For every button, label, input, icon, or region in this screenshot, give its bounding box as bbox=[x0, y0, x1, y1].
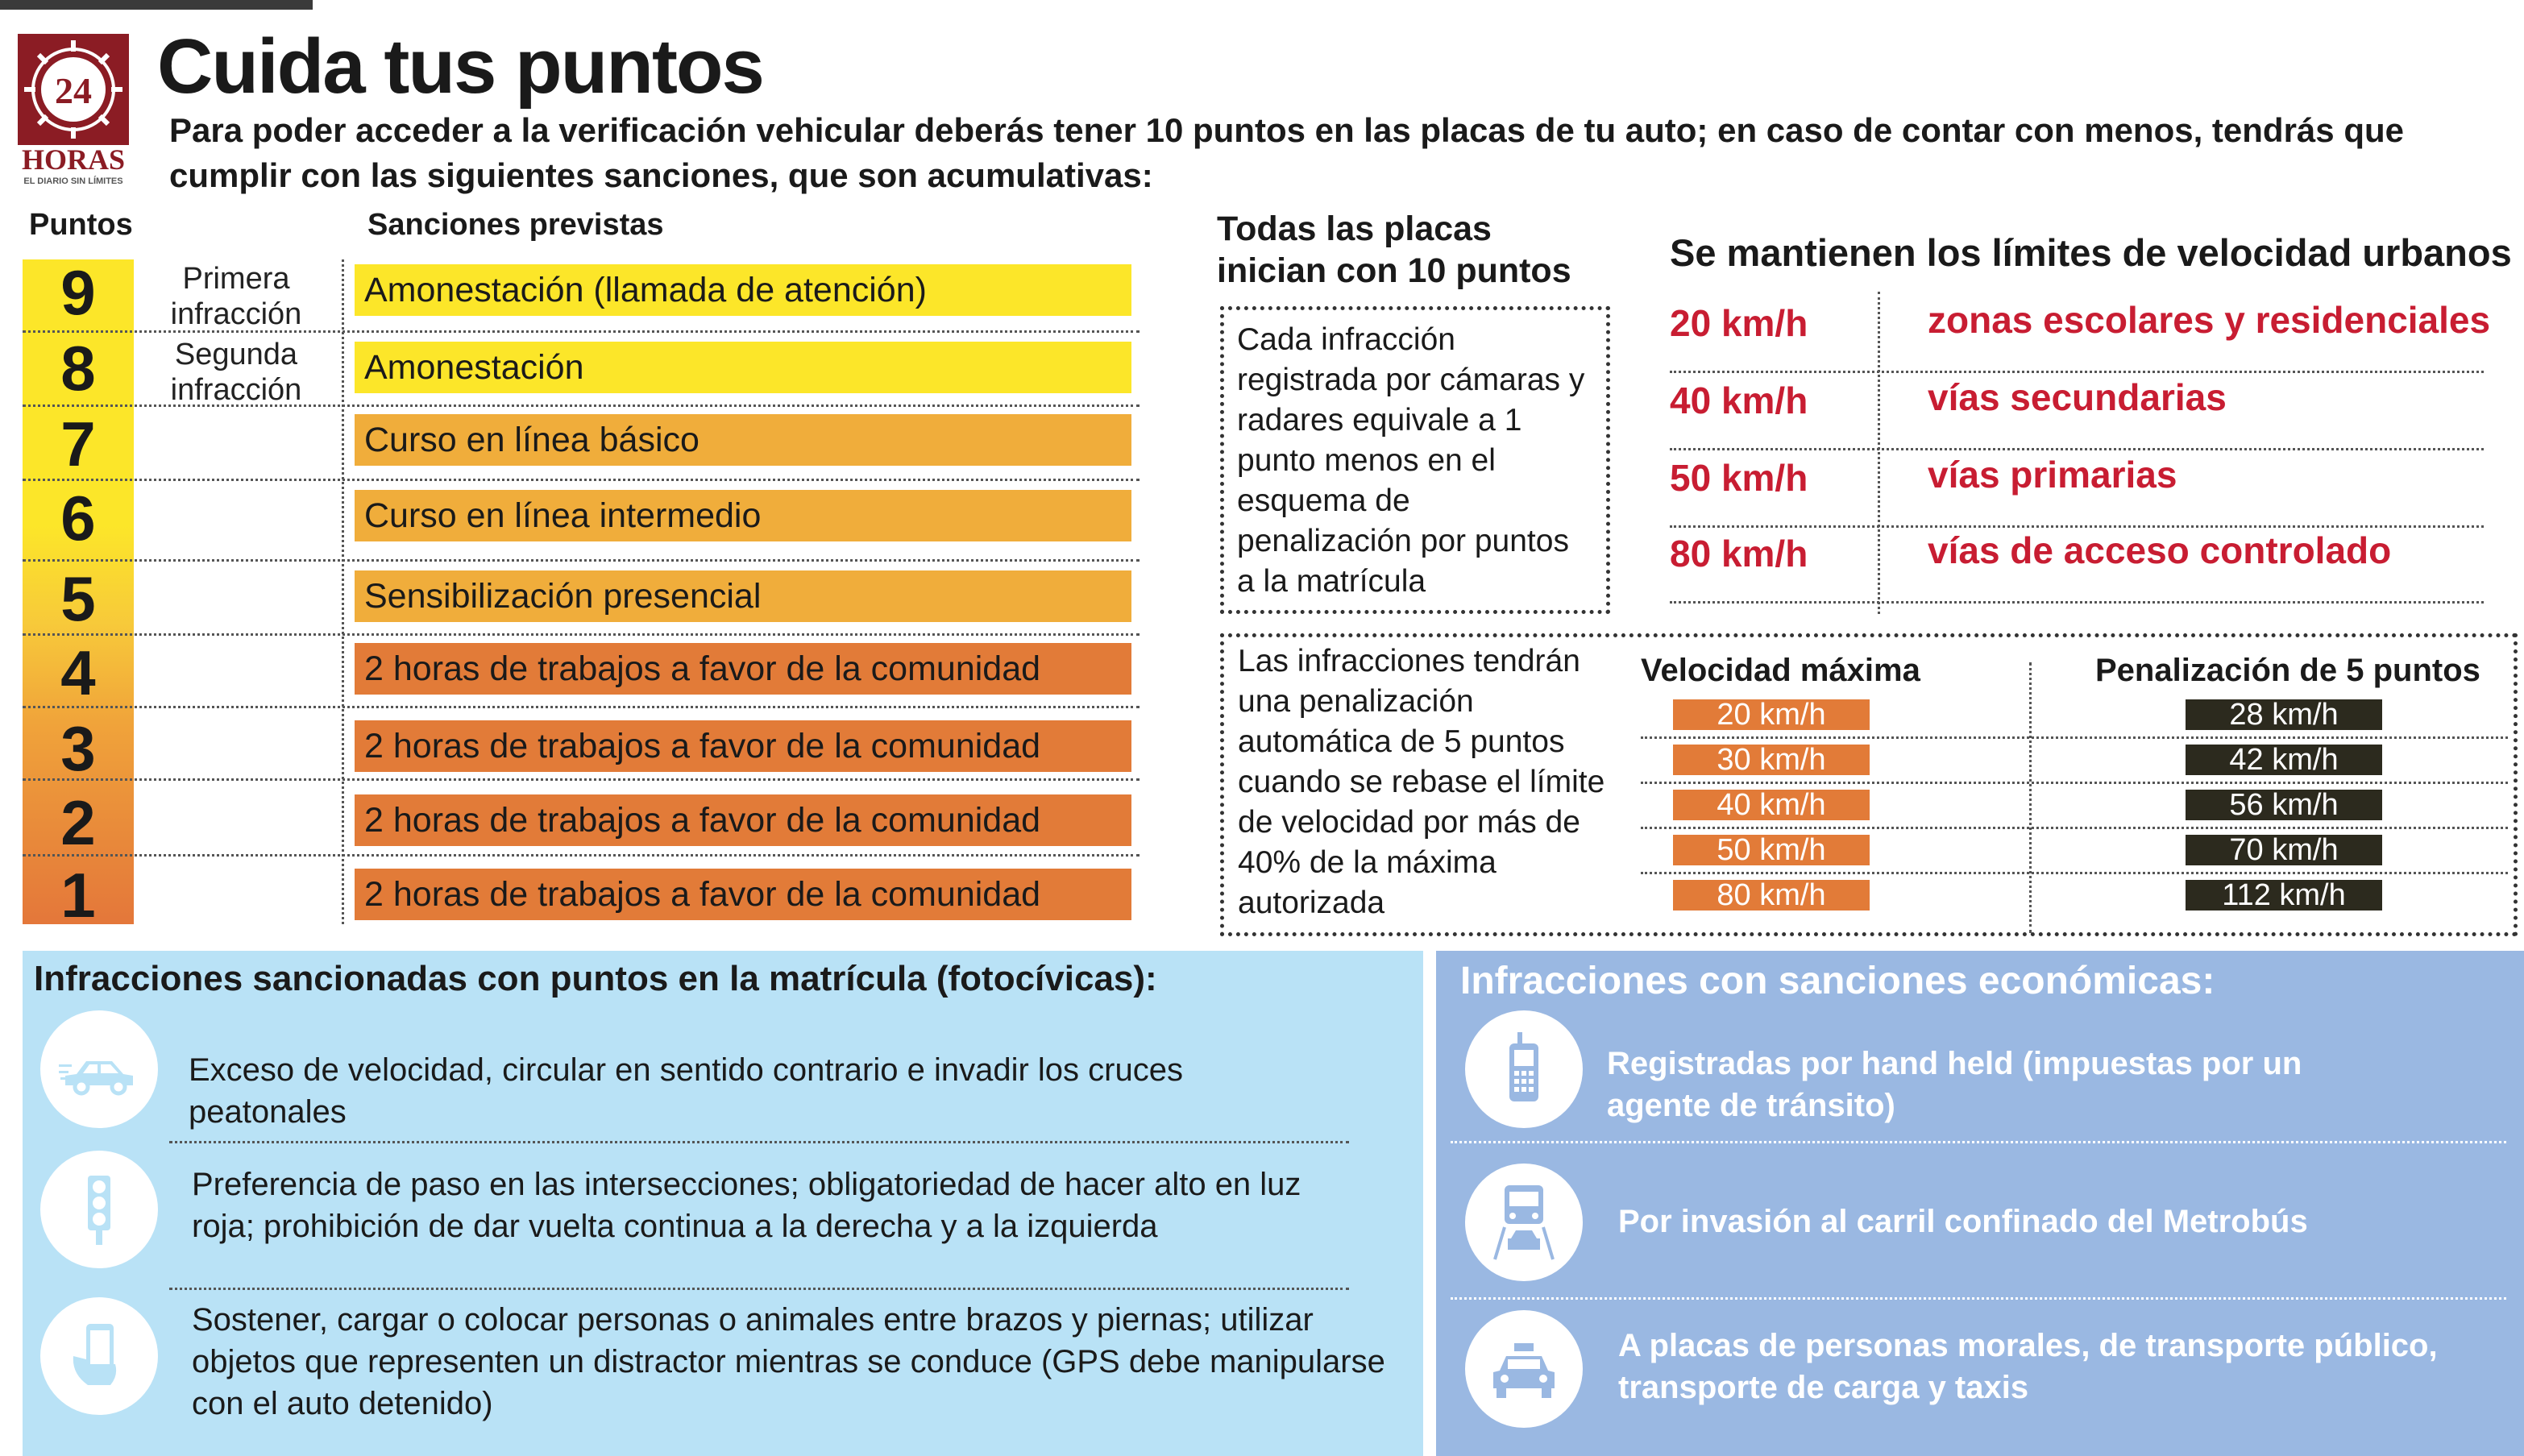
sanction-bar: 2 horas de trabajos a favor de la comuni… bbox=[355, 869, 1131, 920]
row-divider bbox=[1641, 736, 2508, 739]
speed-limit-zone: vías de acceso controlado bbox=[1928, 529, 2392, 571]
sanction-bar: Curso en línea básico bbox=[355, 414, 1131, 466]
row-divider bbox=[1641, 872, 2508, 874]
max-speed-value: 40 km/h bbox=[1673, 790, 1870, 820]
handheld-device-icon bbox=[1465, 1010, 1583, 1128]
points-strip bbox=[23, 259, 134, 924]
row-divider bbox=[23, 404, 1140, 407]
speed-limit-value: 50 km/h bbox=[1670, 457, 1808, 499]
table-divider bbox=[342, 259, 344, 924]
sanction-bar: Amonestación bbox=[355, 342, 1131, 393]
penalty-box bbox=[1220, 633, 2518, 936]
column-header-points: Puntos bbox=[29, 208, 133, 242]
economic-infraction-2-text: Por invasión al carril confinado del Met… bbox=[1618, 1204, 2308, 1239]
max-speed-value: 50 km/h bbox=[1673, 835, 1870, 865]
row-divider bbox=[23, 559, 1140, 562]
penalty-text: Las infracciones tendrán una penalizació… bbox=[1238, 644, 1605, 920]
row-divider bbox=[1670, 525, 2484, 528]
points-infraction-2-text: Preferencia de paso en las interseccione… bbox=[192, 1167, 1301, 1244]
penalty-speed-value: 70 km/h bbox=[2186, 835, 2382, 865]
taxi-icon bbox=[1465, 1310, 1583, 1428]
speeding-car-icon bbox=[40, 1010, 158, 1128]
svg-text:EL DIARIO SIN LÍMITES: EL DIARIO SIN LÍMITES bbox=[23, 176, 122, 186]
row-divider bbox=[23, 854, 1140, 857]
camera-infraction-note: Cada infracción registrada por cámaras y… bbox=[1220, 306, 1610, 614]
economic-infraction-3-text: A placas de personas morales, de transpo… bbox=[1618, 1328, 2438, 1405]
row-divider bbox=[1670, 448, 2484, 450]
max-speed-value: 80 km/h bbox=[1673, 880, 1870, 911]
speed-limits-title: Se mantienen los límites de velocidad ur… bbox=[1670, 231, 2512, 274]
max-speed-value: 30 km/h bbox=[1673, 745, 1870, 775]
top-bar bbox=[0, 0, 313, 10]
penalty-speed-value: 112 km/h bbox=[2186, 880, 2382, 911]
row-divider bbox=[1641, 827, 2508, 829]
points-value: 5 bbox=[60, 563, 96, 634]
sanction-bar: 2 horas de trabajos a favor de la comuni… bbox=[355, 794, 1131, 846]
divider bbox=[1451, 1297, 2506, 1300]
max-speed-value: 20 km/h bbox=[1673, 699, 1870, 730]
column-header-sanctions: Sanciones previstas bbox=[367, 208, 664, 242]
sanction-bar: Curso en línea intermedio bbox=[355, 490, 1131, 541]
24-horas-logo: 24 HORAS EL DIARIO SIN LÍMITES bbox=[18, 34, 129, 186]
initial-points-note: Todas las placas inician con 10 puntos bbox=[1217, 209, 1571, 290]
penalty-divider bbox=[2029, 662, 2032, 933]
svg-text:24: 24 bbox=[55, 70, 92, 111]
metrobus-icon bbox=[1465, 1164, 1583, 1281]
points-infraction-1-text: Exceso de velocidad, circular en sentido… bbox=[189, 1052, 1183, 1130]
infraction-order: Segunda infracción bbox=[170, 338, 302, 407]
row-divider bbox=[23, 633, 1140, 636]
infraction-order: Primera infracción bbox=[170, 262, 302, 331]
points-infractions-title: Infracciones sancionadas con puntos en l… bbox=[34, 959, 1157, 998]
speed-limit-value: 20 km/h bbox=[1670, 302, 1808, 344]
economic-infraction-1-text: Registradas por hand held (impuestas por… bbox=[1607, 1046, 2302, 1123]
points-value: 3 bbox=[60, 713, 96, 784]
intro-text: Para poder acceder a la verificación veh… bbox=[169, 111, 2404, 194]
row-divider bbox=[23, 778, 1140, 781]
speed-limit-zone: zonas escolares y residenciales bbox=[1928, 299, 2491, 341]
penalty-speed-value: 56 km/h bbox=[2186, 790, 2382, 820]
speed-limit-zone: vías primarias bbox=[1928, 454, 2177, 496]
max-speed-header: Velocidad máxima bbox=[1641, 653, 1920, 688]
divider bbox=[169, 1288, 1349, 1290]
sanction-bar: 2 horas de trabajos a favor de la comuni… bbox=[355, 643, 1131, 695]
points-value: 8 bbox=[60, 333, 96, 404]
divider bbox=[169, 1141, 1349, 1143]
speed-limit-zone: vías secundarias bbox=[1928, 376, 2227, 418]
economic-infractions-panel bbox=[1436, 951, 2524, 1456]
sanction-bar: Amonestación (llamada de atención) bbox=[355, 264, 1131, 316]
row-divider bbox=[1670, 371, 2484, 373]
economic-infractions-title: Infracciones con sanciones económicas: bbox=[1460, 960, 2215, 1002]
divider bbox=[1451, 1141, 2506, 1143]
points-value: 1 bbox=[60, 860, 96, 931]
points-infractions-panel bbox=[23, 951, 1423, 1456]
penalty-speed-value: 28 km/h bbox=[2186, 699, 2382, 730]
points-infraction-3-text: Sostener, cargar o colocar personas o an… bbox=[192, 1302, 1385, 1421]
row-divider bbox=[23, 330, 1140, 333]
points-value: 9 bbox=[60, 257, 96, 328]
points-value: 4 bbox=[60, 637, 96, 708]
traffic-light-icon bbox=[40, 1151, 158, 1268]
page-title: Cuida tus puntos bbox=[157, 23, 765, 110]
row-divider bbox=[1670, 601, 2484, 604]
sanction-bar: 2 horas de trabajos a favor de la comuni… bbox=[355, 720, 1131, 772]
row-divider bbox=[23, 706, 1140, 708]
speed-limit-value: 40 km/h bbox=[1670, 380, 1808, 421]
speed-limit-value: 80 km/h bbox=[1670, 533, 1808, 575]
penalty-header: Penalización de 5 puntos bbox=[2095, 653, 2480, 688]
phone-in-hand-icon bbox=[40, 1297, 158, 1415]
points-value: 6 bbox=[60, 483, 96, 554]
points-value: 2 bbox=[60, 787, 96, 858]
row-divider bbox=[1641, 782, 2508, 784]
sanction-bar: Sensibilización presencial bbox=[355, 570, 1131, 622]
penalty-speed-value: 42 km/h bbox=[2186, 745, 2382, 775]
points-value: 7 bbox=[60, 409, 96, 479]
svg-text:HORAS: HORAS bbox=[22, 143, 125, 176]
speed-limits-divider bbox=[1878, 292, 1880, 614]
row-divider bbox=[23, 479, 1140, 481]
